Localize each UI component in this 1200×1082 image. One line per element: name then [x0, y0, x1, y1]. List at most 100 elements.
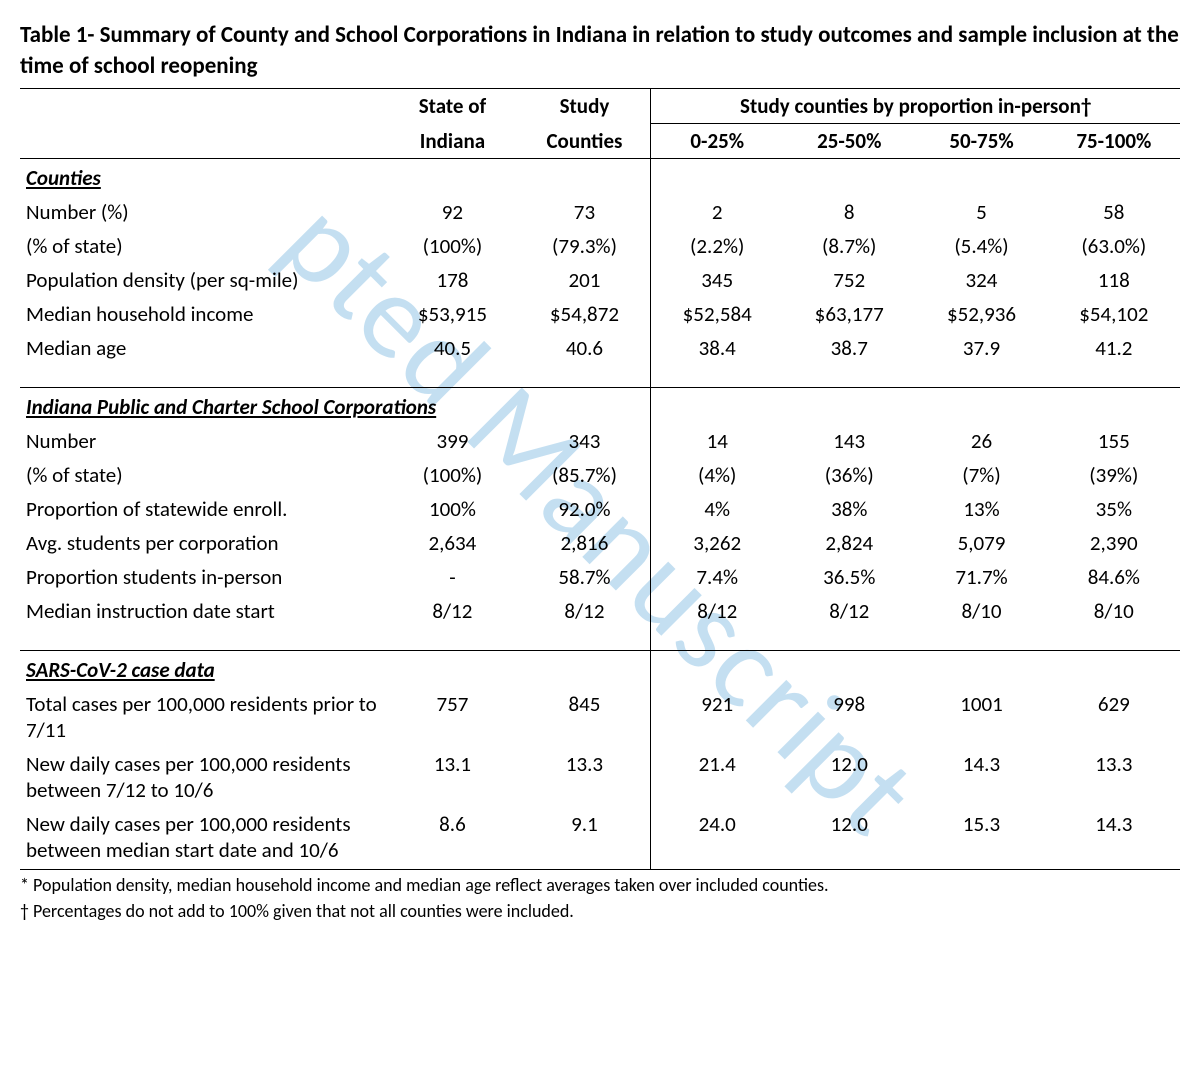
cell: $52,936	[915, 297, 1047, 331]
cell: 58.7%	[519, 560, 651, 594]
cell: 629	[1048, 687, 1180, 747]
label: (% of state)	[20, 458, 386, 492]
cell: 921	[651, 687, 783, 747]
cell: 40.6	[519, 331, 651, 365]
cell: 2,634	[386, 526, 518, 560]
cell: 37.9	[915, 331, 1047, 365]
cell: (85.7%)	[519, 458, 651, 492]
row-schools-avgstu: Avg. students per corporation 2,634 2,81…	[20, 526, 1180, 560]
cell: 2,816	[519, 526, 651, 560]
label: Total cases per 100,000 residents prior …	[20, 687, 386, 747]
cell: 41.2	[1048, 331, 1180, 365]
cell: 14.3	[915, 747, 1047, 807]
cell: 24.0	[651, 807, 783, 870]
hdr-bucket-4: 75-100%	[1048, 124, 1180, 159]
summary-table: State of Study Study counties by proport…	[20, 88, 1180, 870]
cell: $52,584	[651, 297, 783, 331]
section-cases-header: SARS-CoV-2 case data	[20, 651, 1180, 688]
hdr-study-bot: Counties	[519, 124, 651, 159]
hdr-bucket-2: 25-50%	[783, 124, 915, 159]
label: Median household income	[20, 297, 386, 331]
cell: 8/12	[651, 594, 783, 628]
cell: 13%	[915, 492, 1047, 526]
section-counties-header: Counties	[20, 159, 1180, 196]
cell: 324	[915, 263, 1047, 297]
cell: 40.5	[386, 331, 518, 365]
cell: 58	[1048, 195, 1180, 229]
spacer	[20, 628, 1180, 651]
cell: (5.4%)	[915, 229, 1047, 263]
label: New daily cases per 100,000 residents be…	[20, 747, 386, 807]
section-counties-label: Counties	[20, 159, 386, 196]
footnote-1: * Population density, median household i…	[20, 874, 1180, 896]
row-counties-age: Median age 40.5 40.6 38.4 38.7 37.9 41.2	[20, 331, 1180, 365]
cell: 5	[915, 195, 1047, 229]
row-schools-number: Number 399 343 14 143 26 155	[20, 424, 1180, 458]
label: Number	[20, 424, 386, 458]
cell: 14	[651, 424, 783, 458]
row-counties-density: Population density (per sq-mile) 178 201…	[20, 263, 1180, 297]
cell: 38.4	[651, 331, 783, 365]
cell: $63,177	[783, 297, 915, 331]
cell: 201	[519, 263, 651, 297]
cell: 178	[386, 263, 518, 297]
cell: 38.7	[783, 331, 915, 365]
footnote-2: † Percentages do not add to 100% given t…	[20, 900, 1180, 922]
row-schools-start: Median instruction date start 8/12 8/12 …	[20, 594, 1180, 628]
section-schools-label: Indiana Public and Charter School Corpor…	[20, 388, 519, 425]
hdr-state-bot: Indiana	[386, 124, 518, 159]
cell: 143	[783, 424, 915, 458]
cell: (100%)	[386, 458, 518, 492]
row-schools-pctstate: (% of state) (100%) (85.7%) (4%) (36%) (…	[20, 458, 1180, 492]
label: Proportion of statewide enroll.	[20, 492, 386, 526]
cell: -	[386, 560, 518, 594]
cell: 100%	[386, 492, 518, 526]
cell: 36.5%	[783, 560, 915, 594]
row-counties-number: Number (%) 92 73 2 8 5 58	[20, 195, 1180, 229]
cell: $54,102	[1048, 297, 1180, 331]
cell: 26	[915, 424, 1047, 458]
cell: 13.3	[519, 747, 651, 807]
label: Median age	[20, 331, 386, 365]
table-title: Table 1- Summary of County and School Co…	[20, 20, 1180, 82]
label: (% of state)	[20, 229, 386, 263]
cell: 92.0%	[519, 492, 651, 526]
row-schools-enroll: Proportion of statewide enroll. 100% 92.…	[20, 492, 1180, 526]
cell: 84.6%	[1048, 560, 1180, 594]
cell: 73	[519, 195, 651, 229]
cell: $53,915	[386, 297, 518, 331]
hdr-span-label: Study counties by proportion in-person†	[651, 89, 1180, 124]
hdr-state-top: State of	[386, 89, 518, 124]
cell: 3,262	[651, 526, 783, 560]
cell: 343	[519, 424, 651, 458]
label: Number (%)	[20, 195, 386, 229]
cell: 752	[783, 263, 915, 297]
cell: 8/12	[386, 594, 518, 628]
label: Proportion students in-person	[20, 560, 386, 594]
cell: (39%)	[1048, 458, 1180, 492]
cell: 8.6	[386, 807, 518, 870]
cell: $54,872	[519, 297, 651, 331]
cell: 21.4	[651, 747, 783, 807]
cell: (8.7%)	[783, 229, 915, 263]
cell: 35%	[1048, 492, 1180, 526]
section-schools-header: Indiana Public and Charter School Corpor…	[20, 388, 1180, 425]
cell: 399	[386, 424, 518, 458]
cell: 8/10	[1048, 594, 1180, 628]
cell: 4%	[651, 492, 783, 526]
cell: (2.2%)	[651, 229, 783, 263]
cell: 2,824	[783, 526, 915, 560]
label: Population density (per sq-mile)	[20, 263, 386, 297]
row-cases-total: Total cases per 100,000 residents prior …	[20, 687, 1180, 747]
cell: 757	[386, 687, 518, 747]
hdr-bucket-3: 50-75%	[915, 124, 1047, 159]
cell: 14.3	[1048, 807, 1180, 870]
label: Avg. students per corporation	[20, 526, 386, 560]
spacer	[20, 365, 1180, 388]
cell: 8/10	[915, 594, 1047, 628]
cell: (100%)	[386, 229, 518, 263]
cell: 998	[783, 687, 915, 747]
cell: 9.1	[519, 807, 651, 870]
row-counties-income: Median household income $53,915 $54,872 …	[20, 297, 1180, 331]
label: Median instruction date start	[20, 594, 386, 628]
